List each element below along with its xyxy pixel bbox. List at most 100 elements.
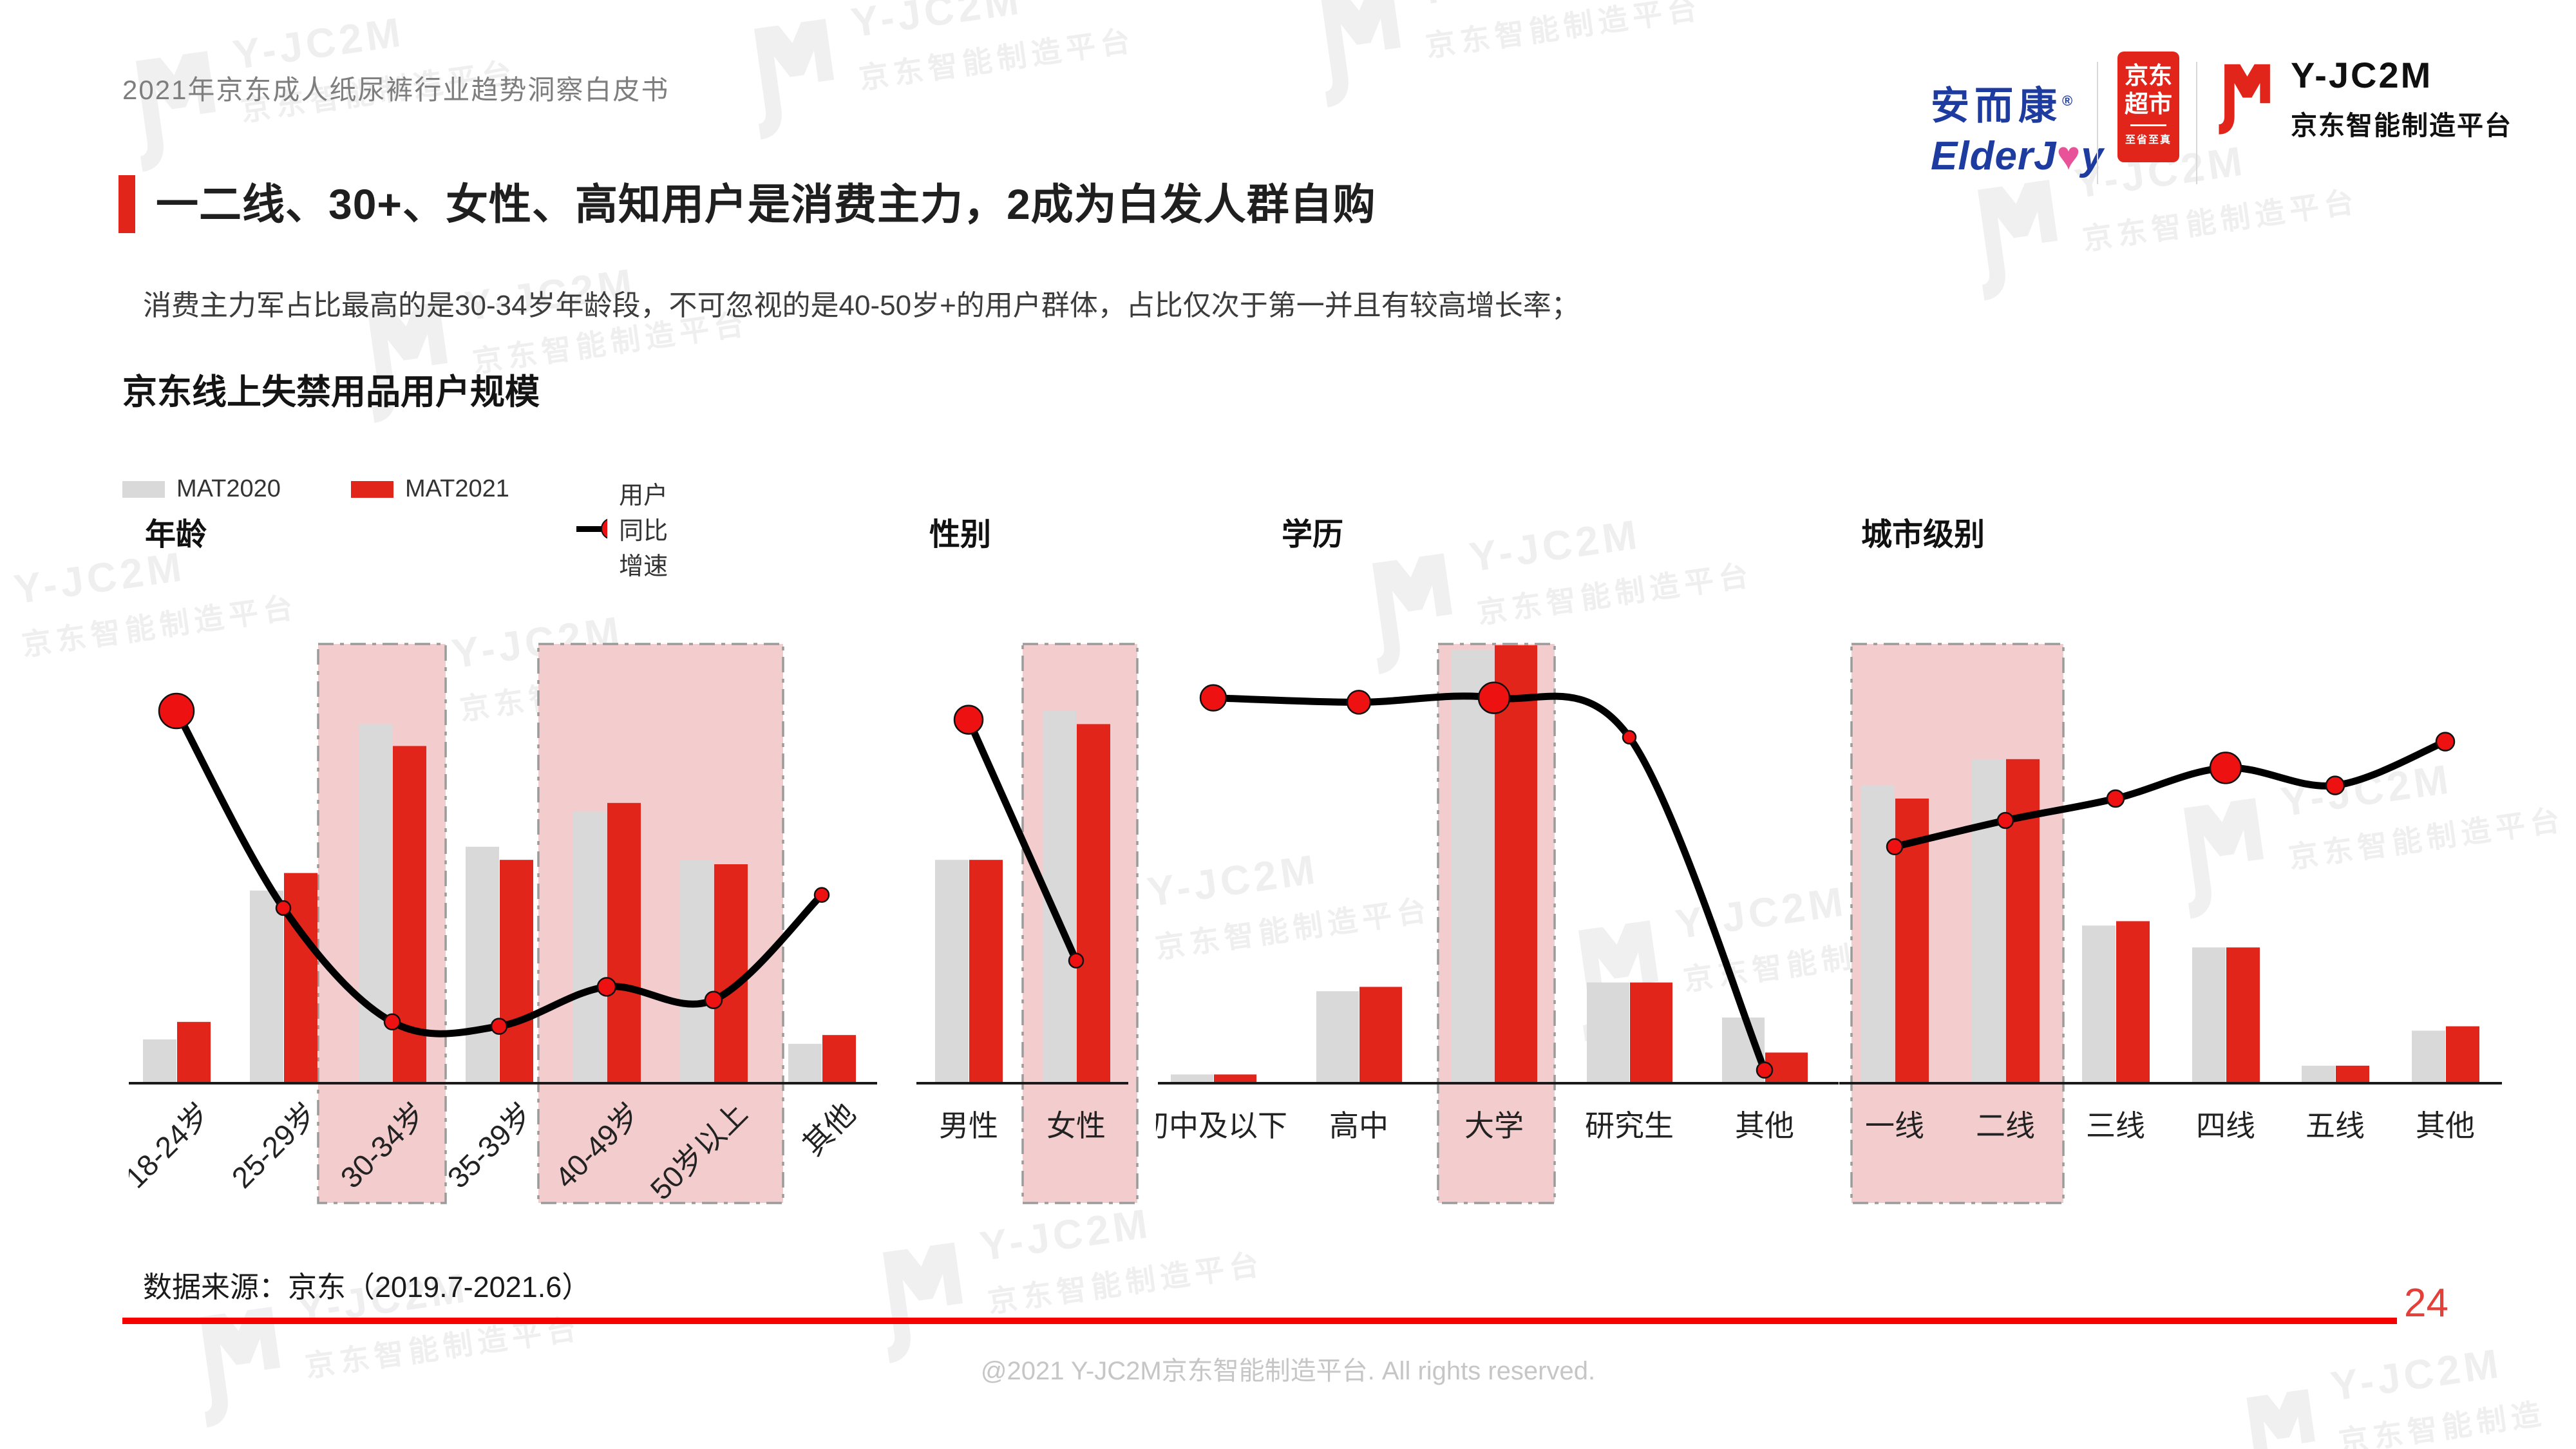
watermark-brand: Y-JC2M (230, 8, 407, 79)
city-bar-mat2020-4 (2302, 1065, 2335, 1083)
legend-label: 用户同比增速 (619, 482, 668, 580)
city-growth-dot-1 (1996, 811, 2014, 829)
city-bar-mat2021-2 (2116, 921, 2150, 1083)
watermark-text: 京东智能制造平台 (2080, 184, 2361, 256)
city-growth-line (1891, 738, 2449, 851)
age-growth-dot-6 (813, 887, 830, 903)
city-bar-mat2020-3 (2192, 947, 2226, 1083)
age-bar-mat2020-4 (573, 811, 607, 1083)
education-label-0: 初中及以下 (1156, 1109, 1287, 1142)
jd-supermarket-logo: 京东 超市 至省至真 (2117, 52, 2179, 162)
jd-badge-line2: 超市 (2125, 91, 2172, 117)
city-bar-mat2021-1 (2006, 759, 2040, 1083)
age-growth-dot-2 (383, 1013, 401, 1031)
gender-label-0: 男性 (939, 1109, 998, 1142)
education-bar-mat2020-0 (1171, 1074, 1213, 1083)
education-growth-dot-1 (1346, 690, 1372, 715)
city-bar-mat2020-5 (2412, 1030, 2445, 1083)
copyright-note: @2021 Y-JC2M京东智能制造平台. All rights reserve… (980, 1357, 1596, 1385)
age-bar-mat2021-6 (822, 1035, 856, 1083)
chart-title-city: 城市级别 (1861, 518, 1985, 552)
jd-badge-line1: 京东 (2125, 62, 2172, 89)
age-growth-dot-1 (275, 900, 292, 916)
city-growth-dot-3 (2209, 752, 2242, 784)
city-chart-svg: 一线 二线 三线 四线 五线 其他 (1839, 643, 2502, 1204)
age-label-0: 18-24岁 (129, 1096, 216, 1194)
city-label-1: 二线 (1976, 1109, 2035, 1142)
page-number: 24 (2404, 1281, 2448, 1325)
watermark-text: 京东智能制造平台 (2336, 1396, 2548, 1449)
legend-label: MAT2021 (405, 475, 509, 502)
gender-bar-mat2020-0 (935, 860, 969, 1083)
data-source-note: 数据来源：京东（2019.7-2021.6） (143, 1271, 591, 1303)
footer-divider-line (122, 1318, 2397, 1324)
logo-divider (2196, 62, 2197, 184)
chart-title-education: 学历 (1282, 518, 1344, 552)
watermark-brand: Y-JC2M (848, 0, 1025, 46)
age-growth-dot-5 (704, 990, 723, 1010)
education-bar-mat2020-2 (1452, 649, 1494, 1083)
page-subtitle: 消费主力军占比最高的是30-34岁年龄段，不可忽视的是40-50岁+的用户群体，… (143, 290, 1580, 321)
age-bar-mat2020-3 (466, 846, 499, 1083)
education-label-2: 大学 (1464, 1109, 1524, 1142)
city-label-4: 五线 (2306, 1109, 2365, 1142)
city-growth-dot-0 (1886, 838, 1904, 856)
age-label-3: 35-39岁 (441, 1096, 539, 1194)
age-growth-dot-4 (596, 977, 617, 997)
legend-item-MAT2021: MAT2021 (351, 475, 509, 503)
education-bar-mat2021-3 (1630, 982, 1672, 1083)
watermark-brand: Y-JC2M (1415, 0, 1697, 15)
yjc2m-m-icon (2217, 54, 2278, 138)
city-bar-mat2021-4 (2336, 1065, 2369, 1083)
age-bar-mat2020-1 (250, 890, 283, 1083)
heart-icon: ♥ (2056, 134, 2081, 178)
yjc2m-name: Y-JC2M (2291, 55, 2433, 95)
jd-badge-tagline: 至省至真 (2125, 135, 2172, 146)
age-bar-mat2021-4 (607, 802, 641, 1083)
gender-bar-mat2021-0 (969, 860, 1003, 1083)
chart-section-title: 京东线上失禁用品用户规模 (122, 373, 540, 412)
chart-title-age: 年龄 (145, 518, 207, 552)
elderjoy-en-text: ElderJ♥y (1931, 134, 2104, 178)
education-growth-line (1209, 692, 1768, 1074)
city-bar-mat2020-1 (1972, 759, 2005, 1083)
city-label-2: 三线 (2086, 1109, 2145, 1142)
legend-item-用户同比增速: 用户同比增速 (576, 475, 683, 582)
legend-item-MAT2020: MAT2020 (122, 475, 281, 503)
page-title: 一二线、30+、女性、高知用户是消费主力，2成为白发人群自购 (156, 180, 1376, 228)
city-bar-mat2021-3 (2226, 947, 2260, 1083)
age-bar-mat2020-2 (359, 724, 392, 1083)
education-label-4: 其他 (1735, 1109, 1794, 1142)
age-bar-mat2021-0 (177, 1021, 211, 1083)
education-growth-dot-2 (1477, 681, 1511, 714)
gender-chart-svg: 男性 女性 (916, 643, 1139, 1204)
education-growth-dot-0 (1199, 684, 1227, 712)
city-bar-mat2020-2 (2082, 925, 2116, 1083)
age-label-1: 25-29岁 (225, 1096, 323, 1194)
title-accent-bar (118, 175, 135, 233)
legend-swatch-icon (122, 480, 165, 498)
education-bar-mat2021-2 (1495, 645, 1537, 1083)
gender-growth-dot-1 (1068, 952, 1084, 969)
education-bar-mat2020-1 (1316, 991, 1359, 1083)
watermark-m-icon (740, 1, 854, 146)
watermark-m-icon (0, 568, 17, 712)
age-bar-mat2021-5 (714, 864, 748, 1083)
age-label-6: 其他 (796, 1096, 862, 1162)
watermark-m-icon (1307, 0, 1421, 113)
education-bar-mat2020-3 (1587, 982, 1629, 1083)
logo-divider (2097, 62, 2098, 184)
watermark-m-icon (1964, 162, 2078, 307)
watermark-brand: Y-JC2M (1466, 511, 1643, 581)
yjc2m-subtitle: 京东智能制造平台 (2291, 111, 2512, 140)
education-label-3: 研究生 (1585, 1109, 1674, 1142)
age-growth-dot-0 (158, 692, 195, 730)
gender-growth-dot-0 (953, 705, 984, 735)
watermark: Y-JC2M京东智能制造平台 (1307, 0, 1709, 113)
city-growth-dot-2 (2106, 789, 2125, 808)
age-bar-mat2021-3 (500, 860, 533, 1083)
